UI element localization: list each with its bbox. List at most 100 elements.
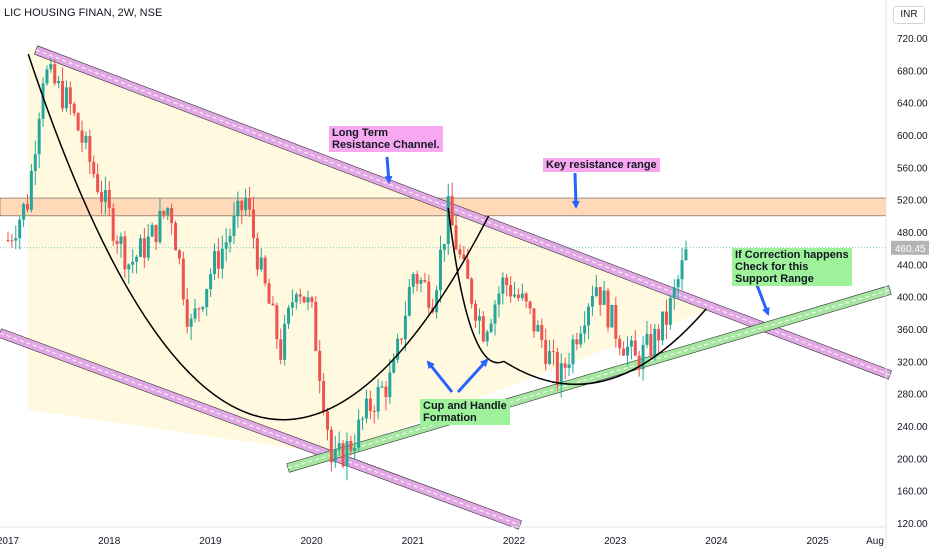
candle-body xyxy=(6,240,10,242)
candle-body xyxy=(454,225,458,250)
candle-body xyxy=(610,304,614,328)
y-tick-label: 160.00 xyxy=(897,487,928,498)
candle-body xyxy=(528,301,532,309)
annotation-key-resistance: Key resistance range xyxy=(543,158,660,172)
candle-body xyxy=(68,87,72,104)
candle-body xyxy=(548,351,552,364)
candle-body xyxy=(193,308,197,319)
candle-body xyxy=(376,386,380,412)
candle-body xyxy=(501,277,505,294)
symbol-title: LIC HOUSING FINAN, 2W, NSE xyxy=(4,7,163,19)
candle-body xyxy=(111,208,115,241)
candle-body xyxy=(146,236,150,258)
x-tick-label: 2023 xyxy=(604,536,627,547)
candle-body xyxy=(224,242,228,249)
candle-body xyxy=(415,274,419,284)
candle-body xyxy=(236,200,240,216)
candle-body xyxy=(497,293,501,305)
y-tick-label: 280.00 xyxy=(897,390,928,401)
candle-body xyxy=(520,293,524,299)
candle-body xyxy=(64,87,68,109)
candle-body xyxy=(123,236,127,270)
candle-body xyxy=(649,333,653,356)
candle-body xyxy=(353,447,357,451)
y-tick-label: 480.00 xyxy=(897,228,928,239)
candle-body xyxy=(575,339,579,345)
annotation-line: Support Range xyxy=(735,273,814,285)
candle-body xyxy=(668,297,672,325)
candle-body xyxy=(185,299,189,327)
currency-button[interactable]: INR xyxy=(893,6,925,24)
candle-body xyxy=(263,257,267,284)
candle-body xyxy=(559,363,563,386)
candle-body xyxy=(567,364,571,368)
y-tick-label: 400.00 xyxy=(897,293,928,304)
y-tick-label: 560.00 xyxy=(897,163,928,174)
candle-body xyxy=(251,209,255,239)
annotation-line: Formation xyxy=(423,412,477,424)
lower-channel-mid xyxy=(0,332,521,526)
candle-body xyxy=(676,279,680,288)
candle-body xyxy=(61,80,65,109)
last-price-tag xyxy=(891,240,929,255)
candle-body xyxy=(614,304,618,339)
candle-body xyxy=(76,113,80,131)
candle-body xyxy=(587,306,591,326)
candle-body xyxy=(244,198,248,211)
candle-body xyxy=(170,207,174,224)
candle-body xyxy=(259,257,263,270)
candle-body xyxy=(96,174,100,192)
candle-body xyxy=(310,297,314,302)
candle-body xyxy=(637,355,641,370)
candle-body xyxy=(57,80,61,84)
candle-body xyxy=(298,294,302,297)
candle-body xyxy=(37,118,41,155)
candle-body xyxy=(18,219,22,239)
y-tick-label: 120.00 xyxy=(897,519,928,530)
candle-body xyxy=(92,161,96,175)
annotation-support-range: If Correction happens Check for this Sup… xyxy=(732,248,852,286)
candle-body xyxy=(392,359,396,373)
candle-body xyxy=(477,316,481,321)
candle-body xyxy=(532,308,536,332)
candle-body xyxy=(458,249,462,255)
candle-body xyxy=(407,286,411,316)
lower-channel xyxy=(0,328,522,530)
x-tick-label: Aug xyxy=(866,536,884,547)
candle-body xyxy=(138,238,142,257)
candle-body xyxy=(302,296,306,303)
candle-body xyxy=(594,287,598,296)
candle-body xyxy=(10,240,14,242)
y-tick-label: 520.00 xyxy=(897,196,928,207)
candle-body xyxy=(287,307,291,324)
candle-body xyxy=(419,279,423,284)
candle-body xyxy=(154,224,158,243)
candle-body xyxy=(680,260,684,280)
candle-body xyxy=(368,398,372,412)
x-tick-label: 2021 xyxy=(402,536,425,547)
candle-body xyxy=(481,316,485,342)
candle-body xyxy=(661,311,665,341)
candle-body xyxy=(174,223,178,251)
candle-body xyxy=(357,419,361,448)
candle-body xyxy=(181,258,185,300)
triangle-zone xyxy=(28,46,712,455)
candle-body xyxy=(462,254,466,260)
candle-body xyxy=(322,380,326,412)
annotation-long-term-resistance: Long Term Resistance Channel. xyxy=(329,126,443,152)
candle-body xyxy=(349,441,353,451)
annotation-line: Cup and Handle xyxy=(423,400,507,412)
y-tick-label: 720.00 xyxy=(897,34,928,45)
y-tick-label: 680.00 xyxy=(897,66,928,77)
candle-body xyxy=(197,308,201,310)
resistance-channel xyxy=(34,45,892,380)
candle-body xyxy=(400,338,404,340)
candle-body xyxy=(306,297,310,303)
annotation-line: If Correction happens xyxy=(735,249,849,261)
candle-body xyxy=(380,386,384,388)
candles xyxy=(6,57,688,481)
candle-body xyxy=(555,351,559,386)
y-tick-label: 240.00 xyxy=(897,422,928,433)
